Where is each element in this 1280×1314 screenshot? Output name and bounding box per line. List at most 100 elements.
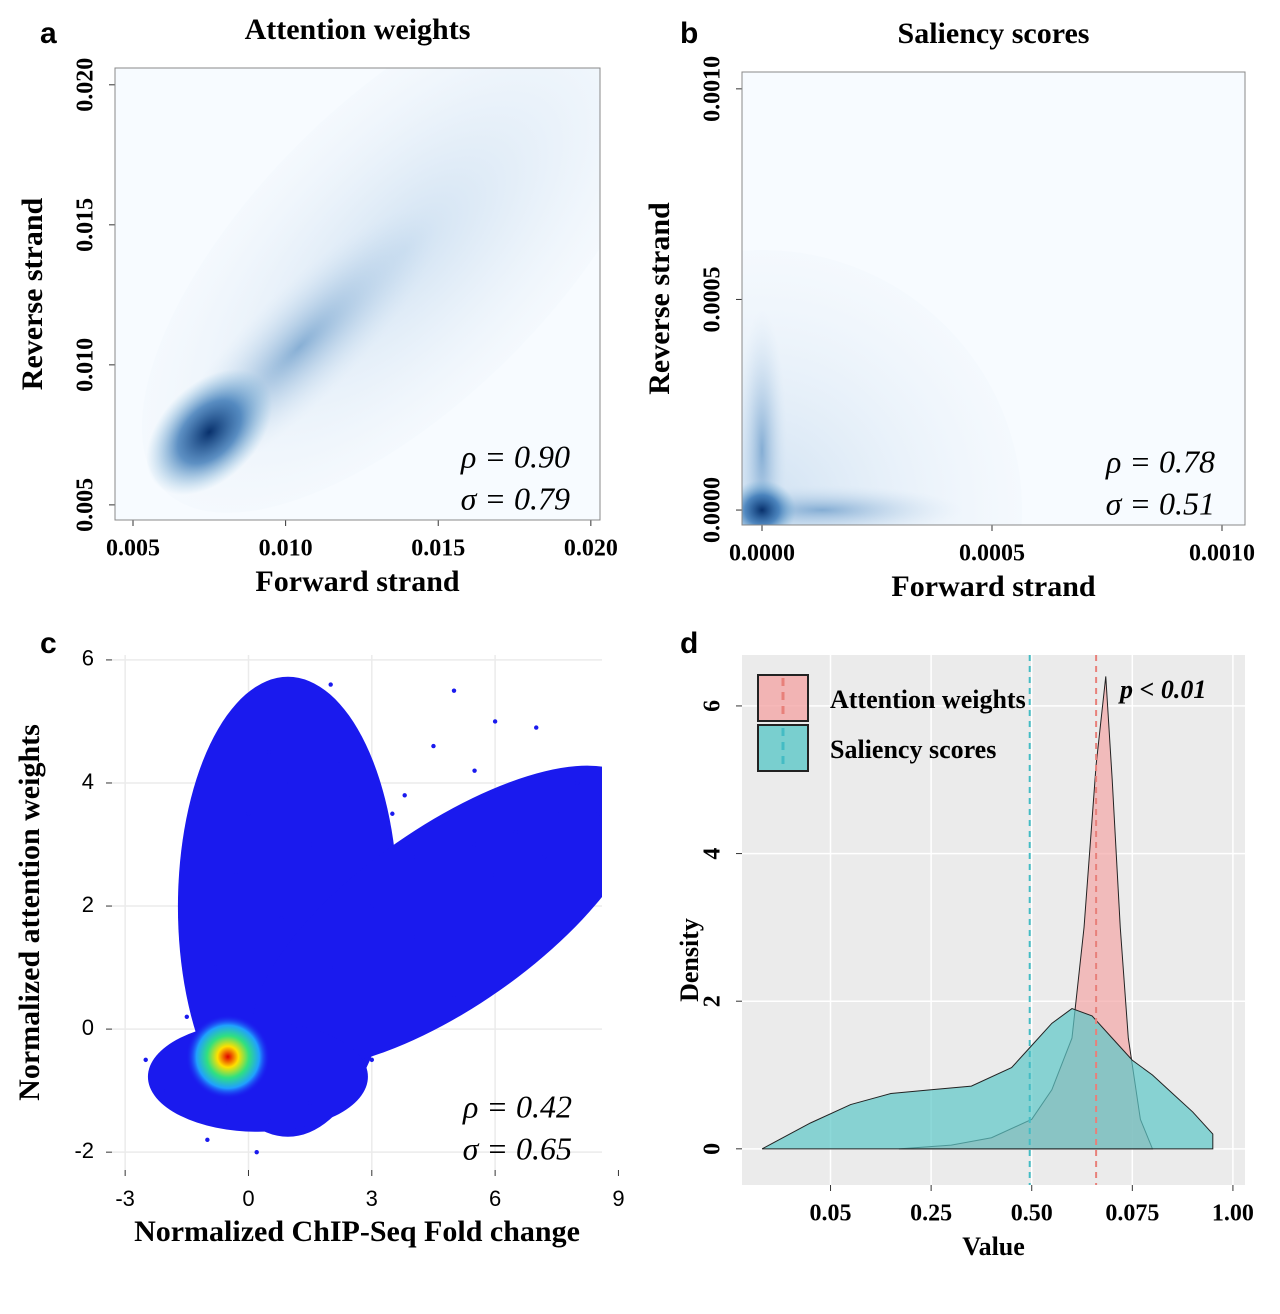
y-axis-label: Normalized attention weights [13,724,46,1101]
y-tick-label: 0.020 [73,58,99,112]
y-axis-label: Reverse strand [643,202,676,395]
y-tick-label: 6 [700,700,726,712]
x-axis-label: Forward strand [255,565,459,598]
x-tick-label: 0.0000 [729,541,795,567]
x-tick-label: 0.015 [411,536,465,562]
x-tick-label: 3 [366,1186,378,1211]
x-tick-label: 0.010 [259,536,313,562]
density-area [761,1008,1214,1150]
y-tick-label: 4 [82,769,94,794]
panel-d: d 0.05 0.25 0.50 0.075 1.00 0 2 4 6 Attention weig… [675,627,1254,1261]
y-axis-label: Density [675,918,704,1002]
y-tick-label: 0 [82,1015,94,1040]
point [513,830,518,835]
y-tick-label: 0.005 [73,478,99,532]
density-arm [742,310,788,525]
density-core [185,1014,270,1099]
point [390,811,395,816]
point [143,1057,148,1063]
point [307,842,313,847]
y-tick-label: 0.015 [73,198,99,252]
density-core [742,480,796,525]
plot-border [741,71,1246,526]
x-tick-label: 0.25 [910,1201,952,1227]
panel-c: c -3 0 3 6 9 -2 0 2 4 6 ρ = 0.42 σ = 0.65 Normalized … [13,627,625,1248]
legend-label: Attention weights [830,685,1026,714]
x-tick-label: 9 [612,1186,624,1211]
x-tick-label: 0.075 [1105,1201,1159,1227]
x-tick-label: 0.05 [810,1201,852,1227]
y-tick-label: 0.010 [73,338,99,392]
point [472,842,477,847]
y-tick-label: 0.0000 [700,477,726,543]
plot-area [742,250,1022,525]
point [542,854,547,860]
point [410,934,416,940]
point [492,873,498,878]
point [254,1149,259,1155]
point [184,1014,190,1019]
point [369,903,374,909]
x-tick-label: 0.50 [1011,1201,1053,1227]
plot-area [112,655,602,1170]
point [402,793,407,798]
y-tick-label: 2 [700,995,726,1007]
y-tick-label: 0 [700,1143,726,1155]
point [349,793,354,798]
point [164,1088,169,1093]
panel-label: d [680,627,698,660]
point [451,996,457,1001]
density-arm [742,485,962,525]
point [307,1100,313,1106]
plot-border [114,67,601,521]
point [225,1100,231,1106]
point [431,743,436,749]
point [534,725,539,730]
point [266,750,272,755]
point [205,1119,210,1124]
x-tick-label: 0.0010 [1189,541,1255,567]
legend-label: Saliency scores [830,735,996,764]
x-tick-label: 0.0005 [959,541,1025,567]
x-tick-label: 6 [489,1186,501,1211]
plot-area [742,655,1245,1185]
annotation: p < 0.01 [1118,675,1206,704]
point [266,1119,272,1124]
x-tick-label: 1.00 [1212,1201,1254,1227]
y-tick-label: 6 [82,646,94,671]
y-axis-label: Reverse strand [16,197,49,390]
y-tick-label: -2 [74,1138,94,1163]
annotation: ρ = 0.78 [1105,443,1215,479]
annotation: ρ = 0.42 [462,1088,572,1124]
chart-title: Attention weights [245,13,471,46]
x-axis-label: Value [962,1232,1025,1261]
point [233,873,239,878]
panel-a: a Attention weights 0.005 0.010 0.015 0.020 0.… [16,13,618,598]
point [279,916,284,921]
panel-label: b [680,17,698,50]
point [336,762,342,767]
point [328,965,333,970]
x-tick-label: -3 [115,1186,135,1211]
point [575,780,580,786]
point [295,1026,301,1032]
annotation: σ = 0.51 [1106,485,1215,521]
x-tick-label: 0 [242,1186,254,1211]
point [328,682,333,687]
annotation: σ = 0.65 [463,1130,572,1166]
point [595,811,601,816]
density-halo [742,250,1022,525]
y-tick-label: 0.0010 [700,56,726,122]
x-tick-label: 0.005 [106,536,160,562]
panel-label: a [40,17,57,50]
y-tick-label: 2 [82,892,94,917]
point [472,768,477,773]
point [410,854,416,860]
annotation: ρ = 0.90 [460,438,570,474]
x-tick-label: 0.020 [564,536,618,562]
point [451,688,457,693]
y-tick-label: 4 [700,848,726,860]
annotation: σ = 0.79 [461,480,570,516]
point [213,965,218,970]
